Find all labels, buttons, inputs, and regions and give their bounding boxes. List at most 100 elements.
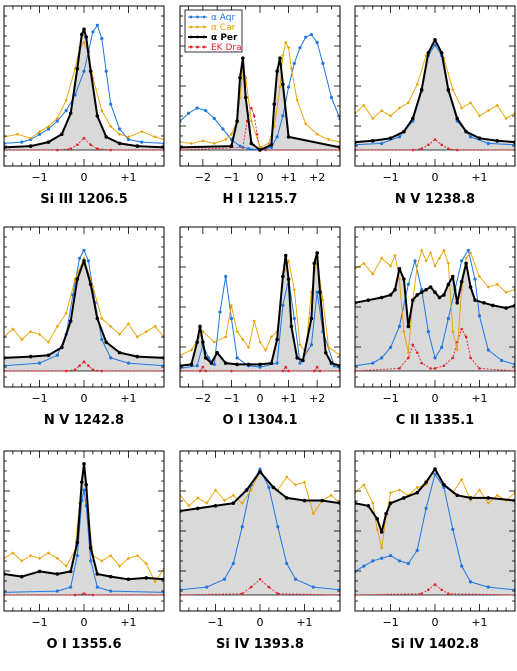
data-point xyxy=(281,53,285,58)
data-point xyxy=(477,488,482,492)
data-point xyxy=(144,576,149,580)
data-point xyxy=(55,116,59,121)
x-tick-label: −1 xyxy=(31,616,47,629)
x-tick-label: −1 xyxy=(223,392,239,405)
data-point xyxy=(201,139,205,143)
data-point xyxy=(286,85,291,89)
data-point xyxy=(258,340,262,344)
data-point xyxy=(281,274,285,279)
data-point xyxy=(205,501,209,505)
data-point xyxy=(240,501,244,505)
data-point xyxy=(362,103,366,107)
data-point xyxy=(283,253,288,258)
data-point xyxy=(28,354,33,359)
data-point xyxy=(100,559,104,563)
panel-4: −1 0 +1 N V 1242.8 xyxy=(3,226,165,428)
data-point xyxy=(311,512,315,516)
data-point xyxy=(420,147,423,150)
data-point xyxy=(478,367,481,370)
data-point xyxy=(258,365,262,369)
data-point xyxy=(504,116,508,121)
data-point xyxy=(486,585,490,589)
data-point xyxy=(69,585,73,589)
data-point xyxy=(464,335,468,339)
data-point xyxy=(84,482,89,487)
data-point xyxy=(468,101,473,105)
data-point xyxy=(384,511,388,516)
legend-item-alpha-aqr: α Aqr xyxy=(188,13,236,23)
data-point xyxy=(380,356,384,360)
data-point xyxy=(109,124,113,128)
data-point xyxy=(20,559,24,563)
data-point xyxy=(68,569,73,574)
data-point xyxy=(75,554,79,558)
legend-marker xyxy=(202,15,206,19)
legend-label: α Per xyxy=(211,33,238,43)
data-point xyxy=(410,298,415,302)
data-point xyxy=(82,69,86,73)
series-alpha-aqr xyxy=(355,472,515,592)
data-point xyxy=(249,488,253,492)
series-alpha-per xyxy=(4,462,164,582)
series-line xyxy=(355,249,515,354)
data-point xyxy=(460,327,463,331)
data-point xyxy=(428,285,433,289)
data-point xyxy=(295,356,299,360)
alpha-per-fill xyxy=(355,469,515,595)
data-point xyxy=(79,32,84,37)
data-point xyxy=(275,361,279,365)
data-point xyxy=(370,139,375,143)
plot-area xyxy=(355,248,515,373)
data-point xyxy=(267,485,271,490)
data-point xyxy=(278,85,282,89)
x-tick-label: +1 xyxy=(471,392,487,405)
data-point xyxy=(229,144,234,148)
data-point xyxy=(153,324,157,328)
plot-area xyxy=(355,37,515,152)
data-point xyxy=(464,261,468,266)
data-point xyxy=(46,353,51,358)
data-point xyxy=(276,592,280,595)
data-point xyxy=(460,564,464,568)
data-point xyxy=(135,354,140,359)
series-line xyxy=(4,593,164,596)
data-point xyxy=(380,141,384,146)
panel-title: O I 1355.6 xyxy=(46,637,121,652)
series-alpha-per xyxy=(4,258,164,360)
data-point xyxy=(82,592,86,595)
data-point xyxy=(326,137,331,142)
data-point xyxy=(329,361,334,365)
data-point xyxy=(37,569,42,574)
data-point xyxy=(298,343,302,347)
data-point xyxy=(29,330,33,334)
legend-marker xyxy=(189,15,193,19)
legend-marker xyxy=(202,25,206,29)
data-point xyxy=(500,358,504,363)
data-point xyxy=(108,574,113,579)
data-point xyxy=(295,98,299,102)
data-point xyxy=(379,295,384,300)
data-point xyxy=(230,369,233,373)
data-point xyxy=(304,35,308,39)
plot-area xyxy=(180,467,340,597)
data-point xyxy=(309,290,314,294)
panel-title: Si IV 1402.8 xyxy=(391,637,479,652)
data-point xyxy=(371,501,375,505)
data-point xyxy=(82,360,86,364)
data-point xyxy=(20,337,24,342)
x-tick-label: 0 xyxy=(81,171,88,184)
data-point xyxy=(117,350,122,355)
data-point xyxy=(15,132,19,136)
data-point xyxy=(486,496,491,500)
data-point xyxy=(302,480,307,484)
data-point xyxy=(109,324,113,328)
data-point xyxy=(286,46,291,50)
data-point xyxy=(451,527,455,532)
x-tick-label: +1 xyxy=(296,616,312,629)
data-point xyxy=(309,316,314,321)
data-point xyxy=(406,351,410,355)
data-point xyxy=(429,367,432,370)
data-point xyxy=(126,135,131,139)
data-point xyxy=(321,61,325,66)
alpha-per-fill xyxy=(355,263,515,371)
